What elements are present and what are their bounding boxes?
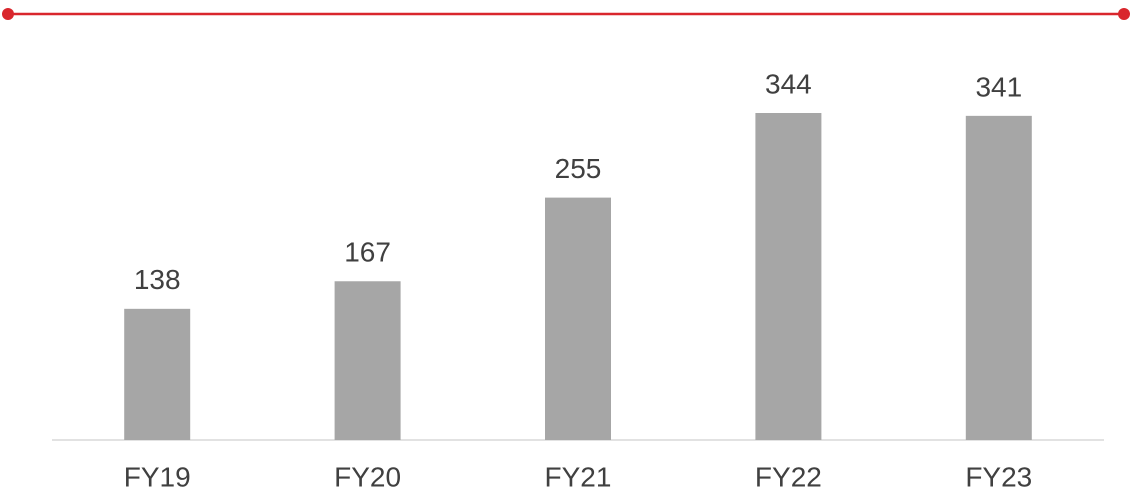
bar [124,308,191,440]
value-label: 341 [975,71,1022,102]
bar [545,197,611,440]
header-dot [1118,8,1130,20]
value-label: 167 [344,237,391,268]
x-tick-label: FY23 [965,461,1032,492]
value-label: 138 [134,264,181,295]
bar [334,281,401,440]
x-tick-label: FY21 [545,461,612,492]
header-dot [2,8,14,20]
value-label: 255 [555,153,602,184]
value-label: 344 [765,68,812,99]
x-tick-label: FY19 [124,461,191,492]
x-tick-label: FY20 [334,461,401,492]
bar [965,115,1032,440]
bar [755,113,822,441]
x-tick-label: FY22 [755,461,822,492]
